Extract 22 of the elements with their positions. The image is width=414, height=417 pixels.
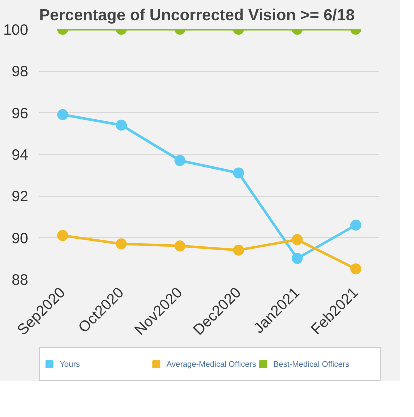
- y-tick-label: 94: [12, 147, 29, 164]
- legend-label: Yours: [60, 360, 80, 369]
- y-tick-label: 98: [12, 64, 29, 81]
- point: [116, 120, 128, 131]
- y-tick-label: 90: [12, 230, 29, 248]
- point: [233, 168, 244, 179]
- y-tick-label: 96: [12, 105, 29, 122]
- y-tick-label: 100: [3, 22, 29, 39]
- point: [174, 240, 186, 252]
- legend-label: Average-Medical Officers: [166, 360, 256, 369]
- point: [57, 230, 68, 242]
- legend-label: Best-Medical Officers: [274, 360, 350, 369]
- point: [350, 220, 362, 231]
- point: [292, 234, 303, 246]
- point: [116, 238, 128, 250]
- chart-title: Percentage of Uncorrected Vision >= 6/18: [40, 8, 355, 24]
- point: [350, 264, 362, 275]
- point: [233, 244, 244, 256]
- y-tick-label: 92: [12, 188, 29, 206]
- point: [174, 155, 186, 166]
- y-tick-label: 88: [12, 272, 29, 289]
- point: [292, 253, 303, 264]
